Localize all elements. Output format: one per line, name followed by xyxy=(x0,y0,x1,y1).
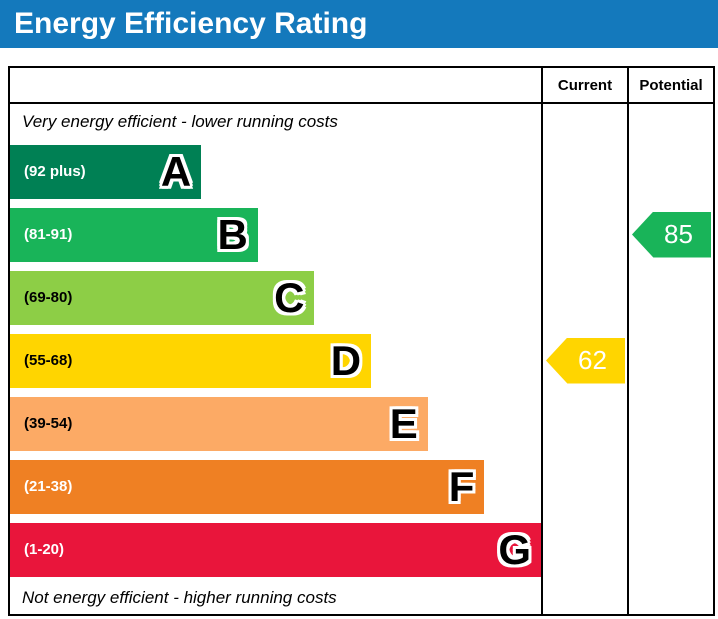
potential-column-header: Potential xyxy=(627,68,713,102)
band-letter: B xyxy=(217,210,248,258)
band-row: (55-68) D xyxy=(10,329,541,392)
bottom-note: Not energy efficient - higher running co… xyxy=(22,587,337,607)
potential-column: 85 xyxy=(627,104,713,614)
band-bar-b: (81-91) B xyxy=(10,207,258,262)
band-letter: C xyxy=(274,273,305,321)
band-range-label: (39-54) xyxy=(24,415,73,432)
page-title: Energy Efficiency Rating xyxy=(14,7,368,40)
band-letter: G xyxy=(498,525,531,573)
potential-rating-value: 85 xyxy=(664,219,693,249)
current-rating-value: 62 xyxy=(578,345,607,375)
band-range-label: (92 plus) xyxy=(24,163,86,180)
potential-rating-arrow: 85 xyxy=(632,211,711,258)
current-column: 62 xyxy=(541,104,627,614)
bands-area: Very energy efficient - lower running co… xyxy=(10,104,541,614)
band-list: (92 plus) A (81-91) B (69-80) C (55-68) D (39-54… xyxy=(10,140,541,581)
band-letter: D xyxy=(330,336,362,384)
band-row: (69-80) C xyxy=(10,266,541,329)
band-letter: A xyxy=(160,147,192,195)
band-range-label: (1-20) xyxy=(24,541,65,558)
band-range-label: (55-68) xyxy=(24,352,73,369)
band-bar-d: (55-68) D xyxy=(10,333,372,388)
band-bar-a: (92 plus) A xyxy=(10,144,202,199)
band-range-label: (21-38) xyxy=(24,478,73,495)
band-row: (39-54) E xyxy=(10,392,541,455)
band-bar-g: (1-20) G xyxy=(10,522,541,577)
top-note: Very energy efficient - lower running co… xyxy=(22,112,338,131)
band-bar-c: (69-80) C xyxy=(10,270,315,325)
band-letter: E xyxy=(389,399,418,447)
title-bar: Energy Efficiency Rating xyxy=(0,0,718,48)
header-spacer xyxy=(10,68,541,102)
current-column-header: Current xyxy=(541,68,627,102)
band-range-label: (69-80) xyxy=(24,289,73,306)
chart-header-row: Current Potential xyxy=(10,68,713,104)
band-bar-f: (21-38) F xyxy=(10,459,485,514)
band-row: (21-38) F xyxy=(10,455,541,518)
band-row: (81-91) B xyxy=(10,203,541,266)
current-rating-arrow: 62 xyxy=(546,337,625,384)
band-row: (1-20) G xyxy=(10,518,541,581)
band-letter: F xyxy=(448,462,475,510)
chart-body: Very energy efficient - lower running co… xyxy=(10,104,713,614)
band-bar-e: (39-54) E xyxy=(10,396,428,451)
band-range-label: (81-91) xyxy=(24,226,73,243)
band-row: (92 plus) A xyxy=(10,140,541,203)
energy-rating-chart: Current Potential Very energy efficient … xyxy=(8,66,715,616)
